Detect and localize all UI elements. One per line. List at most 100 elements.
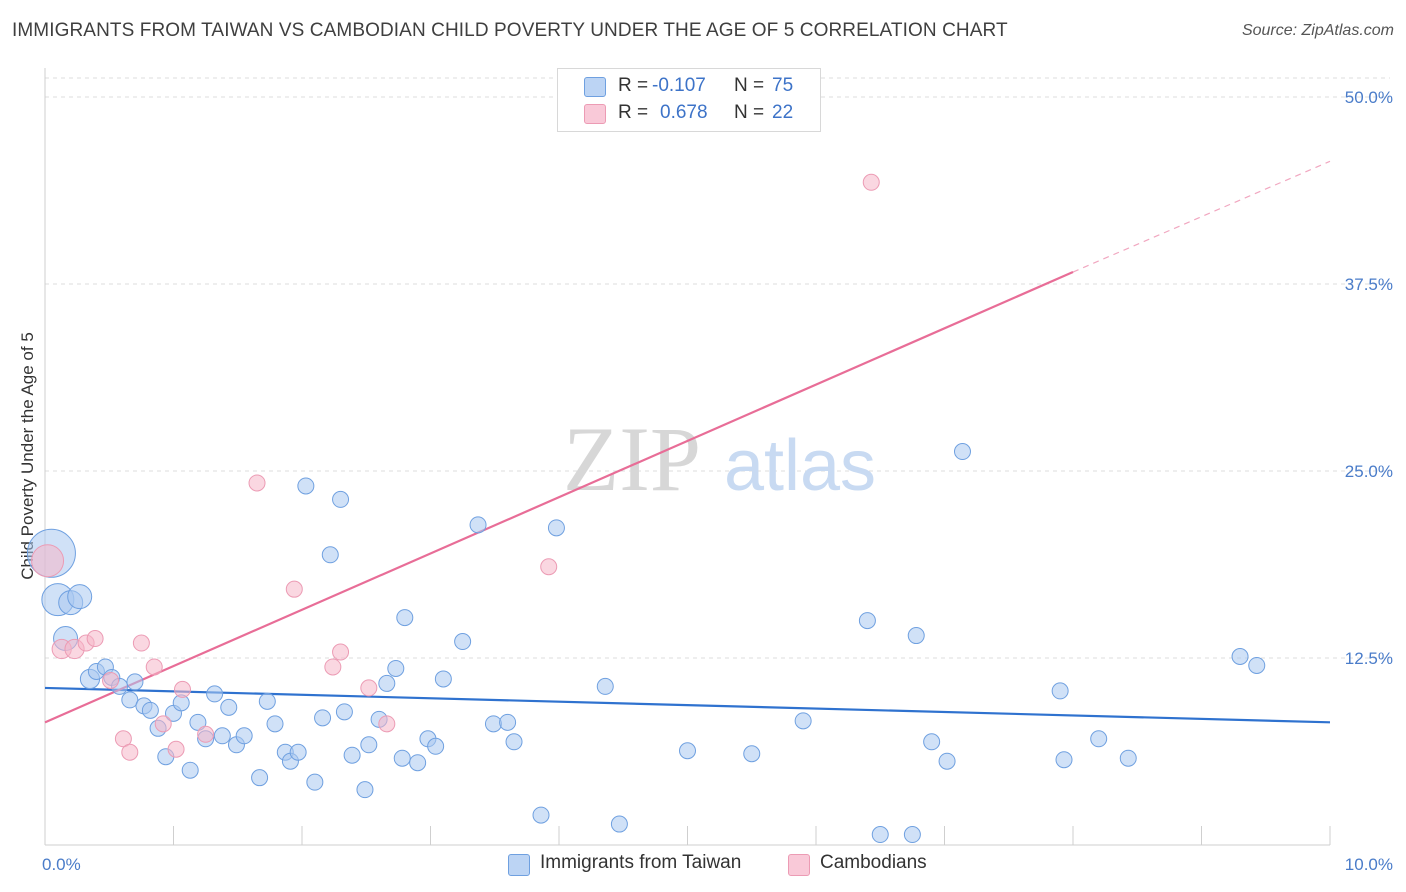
trend-line — [44, 271, 1074, 724]
watermark-atlas: atlas — [724, 426, 876, 506]
point-taiwan — [306, 773, 324, 791]
point-taiwan — [938, 752, 956, 770]
point-taiwan — [235, 727, 253, 745]
tick-labels: 12.5% 25.0% 37.5% 50.0% 0.0% 10.0% — [42, 88, 1393, 874]
point-taiwan — [484, 715, 502, 733]
point-taiwan — [141, 701, 159, 719]
point-taiwan — [314, 709, 332, 727]
legend-r-value: -0.107 — [652, 75, 706, 96]
trend-line — [44, 686, 1331, 724]
point-taiwan — [427, 737, 445, 755]
point-taiwan — [469, 516, 487, 534]
point-taiwan — [213, 727, 231, 745]
point-taiwan — [858, 612, 876, 630]
point-taiwan — [903, 826, 921, 844]
point-taiwan — [396, 609, 414, 627]
legend-r-value: 0.678 — [660, 102, 708, 123]
point-taiwan — [1248, 656, 1266, 674]
point-cambodians — [132, 634, 150, 652]
point-taiwan — [297, 477, 315, 495]
point-taiwan — [1051, 682, 1069, 700]
legend-swatch-taiwan — [584, 77, 606, 97]
point-taiwan — [126, 673, 144, 691]
point-taiwan — [258, 692, 276, 710]
legend-n-label: N = — [734, 75, 765, 96]
x-tick-label: 0.0% — [42, 855, 81, 874]
point-taiwan — [610, 815, 628, 833]
legend-n-value: 22 — [772, 102, 794, 123]
y-tick-label: 37.5% — [1345, 275, 1393, 294]
point-cambodians — [248, 474, 266, 492]
point-taiwan — [321, 546, 339, 564]
point-taiwan — [189, 713, 207, 731]
point-taiwan — [378, 674, 396, 692]
point-taiwan — [387, 659, 405, 677]
point-taiwan — [1119, 749, 1137, 767]
point-taiwan — [409, 754, 427, 772]
point-cambodians — [540, 558, 558, 576]
point-taiwan — [332, 490, 350, 508]
point-taiwan — [393, 749, 411, 767]
trend-line-extension — [1072, 160, 1331, 273]
point-taiwan — [953, 443, 971, 461]
point-taiwan — [220, 698, 238, 716]
legend-swatch-cambodians — [788, 854, 810, 876]
source-label: Source: ZipAtlas.com — [1241, 22, 1394, 39]
point-taiwan — [206, 685, 224, 703]
point-taiwan — [335, 703, 353, 721]
y-tick-label: 50.0% — [1345, 88, 1393, 107]
legend-swatch-taiwan — [508, 854, 530, 876]
point-cambodians — [167, 740, 185, 758]
point-cambodians — [862, 173, 880, 191]
point-taiwan — [1090, 730, 1108, 748]
legend-label-cambodians: Cambodians — [820, 852, 927, 873]
point-cambodians — [324, 658, 342, 676]
gridlines — [45, 77, 1390, 659]
point-taiwan — [434, 670, 452, 688]
point-taiwan — [289, 743, 307, 761]
legend-label-taiwan: Immigrants from Taiwan — [540, 852, 742, 873]
point-cambodians — [154, 715, 172, 733]
point-taiwan — [505, 733, 523, 751]
y-tick-label: 25.0% — [1345, 462, 1393, 481]
point-cambodians — [360, 679, 378, 697]
point-cambodians — [332, 643, 350, 661]
point-taiwan — [251, 769, 269, 787]
point-taiwan — [67, 584, 93, 610]
point-taiwan — [1055, 751, 1073, 769]
point-taiwan — [356, 781, 374, 799]
point-taiwan — [1231, 648, 1249, 666]
point-taiwan — [181, 761, 199, 779]
x-tick-label: 10.0% — [1345, 855, 1393, 874]
point-cambodians — [145, 658, 163, 676]
legend-r-label: R = — [618, 102, 649, 123]
point-taiwan — [907, 627, 925, 645]
stats-legend: R = -0.107 N = 75 R = 0.678 N = 22 — [557, 68, 821, 132]
data-points — [26, 173, 1266, 844]
point-taiwan — [499, 713, 517, 731]
point-cambodians — [86, 630, 104, 648]
watermark-zip: ZIP — [563, 408, 701, 510]
point-taiwan — [596, 677, 614, 695]
point-cambodians — [197, 725, 215, 743]
chart-title: IMMIGRANTS FROM TAIWAN VS CAMBODIAN CHIL… — [12, 20, 1008, 41]
point-cambodians — [378, 715, 396, 733]
point-taiwan — [121, 691, 139, 709]
legend-r-label: R = — [618, 75, 649, 96]
trend-lines — [44, 160, 1331, 724]
point-cambodians — [31, 544, 65, 578]
point-taiwan — [547, 519, 565, 537]
point-taiwan — [923, 733, 941, 751]
y-tick-label: 12.5% — [1345, 649, 1393, 668]
point-taiwan — [679, 742, 696, 760]
point-taiwan — [743, 745, 761, 763]
point-taiwan — [360, 736, 378, 754]
point-taiwan — [532, 806, 550, 824]
point-cambodians — [102, 671, 120, 689]
point-taiwan — [266, 715, 284, 733]
point-cambodians — [121, 743, 139, 761]
point-taiwan — [794, 712, 812, 730]
point-cambodians — [285, 580, 303, 598]
legend-n-value: 75 — [772, 75, 794, 96]
